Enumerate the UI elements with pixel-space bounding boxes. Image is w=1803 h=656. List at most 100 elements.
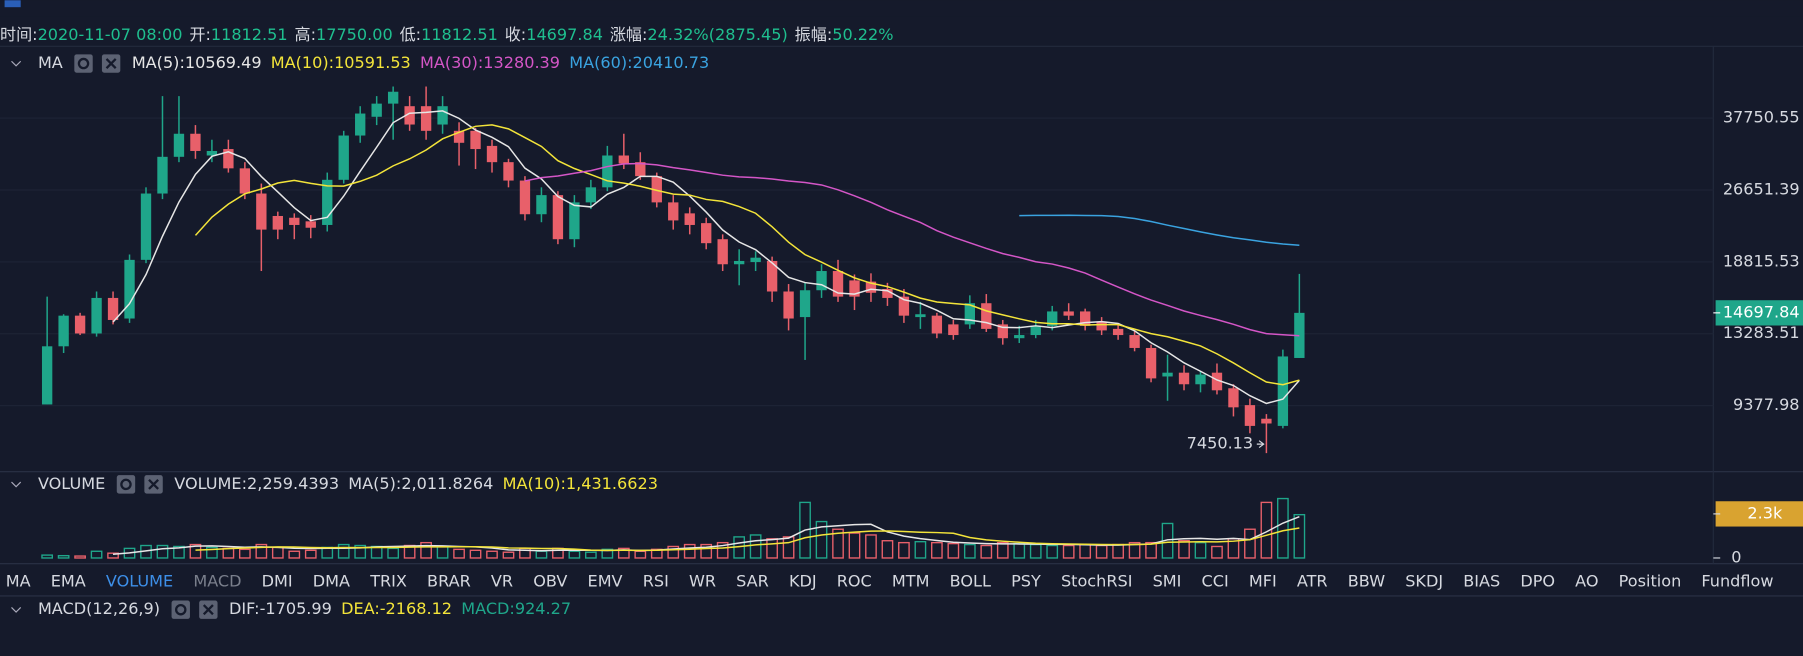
candle-body xyxy=(256,193,267,230)
indicator-tab[interactable]: OBV xyxy=(533,572,567,591)
indicator-tab[interactable]: Position xyxy=(1619,572,1682,591)
candle-body xyxy=(1195,374,1206,385)
volume-bar xyxy=(947,542,960,559)
candle-body xyxy=(569,202,580,240)
indicator-tab[interactable]: DMA xyxy=(313,572,350,591)
toolbar-tool[interactable] xyxy=(4,0,21,8)
candle-body xyxy=(585,187,597,203)
volume-bar xyxy=(716,541,729,559)
field-value: 2020-11-07 08:00 xyxy=(38,24,183,43)
indicator-tab[interactable]: BOLL xyxy=(950,572,991,591)
indicator-tab[interactable]: VOLUME xyxy=(106,572,173,591)
candle-body xyxy=(157,156,168,194)
volume-bar xyxy=(601,548,614,559)
candle-body xyxy=(305,221,316,228)
candle-body xyxy=(635,162,646,177)
settings-button[interactable] xyxy=(116,475,136,494)
volume-bar xyxy=(387,547,400,559)
volume-bar xyxy=(832,528,844,559)
settings-icon xyxy=(120,478,132,491)
volume-bar xyxy=(288,550,301,559)
indicator-tab[interactable]: MA xyxy=(6,572,31,591)
indicator-tab[interactable]: BIAS xyxy=(1463,572,1500,591)
collapse-toggle[interactable] xyxy=(11,607,22,613)
field-value: 24.32%(2875.45) xyxy=(647,24,787,43)
settings-button[interactable] xyxy=(171,600,190,619)
legend-item: MA(5):10569.49 xyxy=(132,53,262,72)
settings-button[interactable] xyxy=(74,54,93,73)
indicator-tab[interactable]: ROC xyxy=(837,572,872,591)
volume-bar xyxy=(156,544,169,559)
candle-body xyxy=(107,297,119,320)
collapse-toggle[interactable] xyxy=(11,481,22,488)
field-label: 涨幅: xyxy=(610,24,648,43)
volume-bar xyxy=(173,545,185,559)
indicator-tab[interactable]: MACD xyxy=(193,572,241,591)
candle-body xyxy=(766,260,778,292)
candle-body xyxy=(387,91,399,104)
indicator-tab[interactable]: SMI xyxy=(1153,572,1182,591)
volume-bar xyxy=(354,544,367,559)
indicator-tab[interactable]: EMV xyxy=(588,572,623,591)
indicator-tab[interactable]: KDJ xyxy=(789,572,817,591)
volume-bar xyxy=(502,551,515,559)
indicator-tab[interactable]: BRAR xyxy=(427,572,471,591)
volume-bar xyxy=(238,548,251,559)
volume-bar xyxy=(1260,501,1273,559)
candle-body xyxy=(915,314,926,318)
volume-bar xyxy=(57,554,70,559)
indicator-tab[interactable]: BBW xyxy=(1348,572,1385,591)
close-icon xyxy=(202,604,214,616)
indicator-tab[interactable]: MFI xyxy=(1249,572,1277,591)
indicator-tab[interactable]: MTM xyxy=(892,572,930,591)
indicator-tab[interactable]: SAR xyxy=(736,572,769,591)
candle-body xyxy=(206,150,218,156)
indicator-tab[interactable]: DMI xyxy=(262,572,293,591)
field-label: 低: xyxy=(400,24,422,43)
volume-bar xyxy=(420,541,432,559)
indicator-tab[interactable]: PSY xyxy=(1011,572,1041,591)
legend-item: MACD:924.27 xyxy=(461,599,571,618)
candle-body xyxy=(41,346,53,405)
candle-body xyxy=(816,271,827,291)
indicator-tab[interactable]: CCI xyxy=(1202,572,1229,591)
indicator-tab[interactable]: EMA xyxy=(51,572,86,591)
candle-body xyxy=(832,271,844,297)
volume-bar xyxy=(1145,541,1157,559)
volume-bar xyxy=(1277,497,1289,559)
legend-title: MACD(12,26,9) xyxy=(38,599,160,618)
volume-bar xyxy=(700,543,713,559)
candle-body xyxy=(272,215,283,230)
indicator-tab[interactable]: DPO xyxy=(1520,572,1555,591)
candle-body xyxy=(173,133,185,157)
candle-body xyxy=(1063,311,1074,316)
indicator-tab[interactable]: RSI xyxy=(643,572,669,591)
candle-body xyxy=(717,239,728,265)
collapse-toggle[interactable] xyxy=(11,60,22,67)
volume-bar xyxy=(1062,544,1075,559)
toolbar xyxy=(0,0,1803,17)
candle-body xyxy=(1014,335,1025,339)
candle-body xyxy=(882,288,893,298)
volume-tick-label: 2.3k xyxy=(1747,503,1783,522)
indicator-tab[interactable]: Fundflow xyxy=(1701,572,1773,591)
indicator-tab[interactable]: ATR xyxy=(1297,572,1328,591)
candle-body xyxy=(684,213,695,225)
indicator-tab[interactable]: WR xyxy=(689,572,716,591)
volume-bar xyxy=(931,541,943,559)
candle-body xyxy=(1178,372,1190,385)
candle-body xyxy=(420,106,432,131)
indicator-tab[interactable]: StochRSI xyxy=(1061,572,1133,591)
volume-bar xyxy=(206,546,218,559)
indicator-tab[interactable]: TRIX xyxy=(369,572,407,591)
volume-bar xyxy=(255,543,268,559)
candle-body xyxy=(470,130,481,150)
indicator-tab[interactable]: SKDJ xyxy=(1405,572,1443,591)
indicator-tab[interactable]: VR xyxy=(491,572,513,591)
volume-bar xyxy=(189,543,202,559)
indicator-tab[interactable]: AO xyxy=(1575,572,1598,591)
field-label: 高: xyxy=(294,24,316,43)
candle-body xyxy=(91,297,102,334)
